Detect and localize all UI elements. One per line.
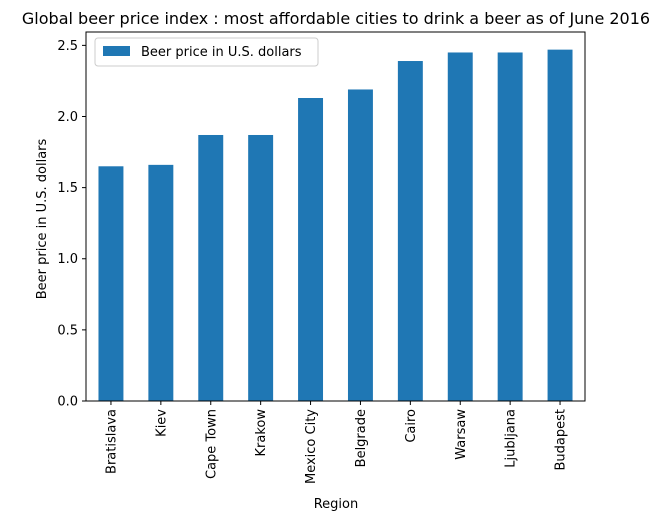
x-axis-ticks: Bratislava Kiev Cape Town Krakow Mexico City… [104,401,569,484]
legend-swatch [103,46,130,56]
bar-cape-town [198,134,224,402]
y-axis-ticks: 0.0 0.5 1.0 1.5 2.0 2.5 [57,39,86,410]
legend: Beer price in U.S. dollars [94,37,319,67]
x-tick-label: Belgrade [354,409,369,467]
bars-group [98,49,573,402]
x-tick-label: Budapest [554,409,569,471]
y-axis-label: Beer price in U.S. dollars [35,139,50,300]
x-tick-label: Ljubljana [504,409,519,468]
x-tick-label: Bratislava [104,409,119,474]
plot-frame [85,31,586,402]
bar-bratislava [98,166,124,401]
chart-title: Global beer price index : most affordabl… [22,9,650,28]
y-tick-label: 0.5 [57,323,78,338]
y-tick-label: 0.0 [57,395,78,410]
bar-ljubljana [497,52,523,401]
y-tick-label: 2.5 [57,39,78,54]
bar-mexico-city [298,98,324,401]
x-tick-label: Cape Town [204,409,219,479]
legend-label: Beer price in U.S. dollars [141,45,302,60]
legend-box [94,37,319,67]
bar-belgrade [347,89,373,401]
x-tick-label: Kiev [154,409,169,437]
y-tick-label: 2.0 [57,110,78,125]
x-tick-label: Cairo [404,409,419,443]
bar-kiev [148,164,174,401]
x-tick-label: Warsaw [454,409,469,460]
y-tick-label: 1.0 [57,252,78,267]
y-tick-label: 1.5 [57,181,78,196]
x-axis-label: Region [314,497,359,512]
bar-krakow [248,134,274,402]
x-tick-label: Krakow [254,409,269,457]
bar-warsaw [447,52,473,401]
x-tick-label: Mexico City [304,409,319,484]
bar-cairo [397,61,423,402]
bar-budapest [547,49,573,401]
